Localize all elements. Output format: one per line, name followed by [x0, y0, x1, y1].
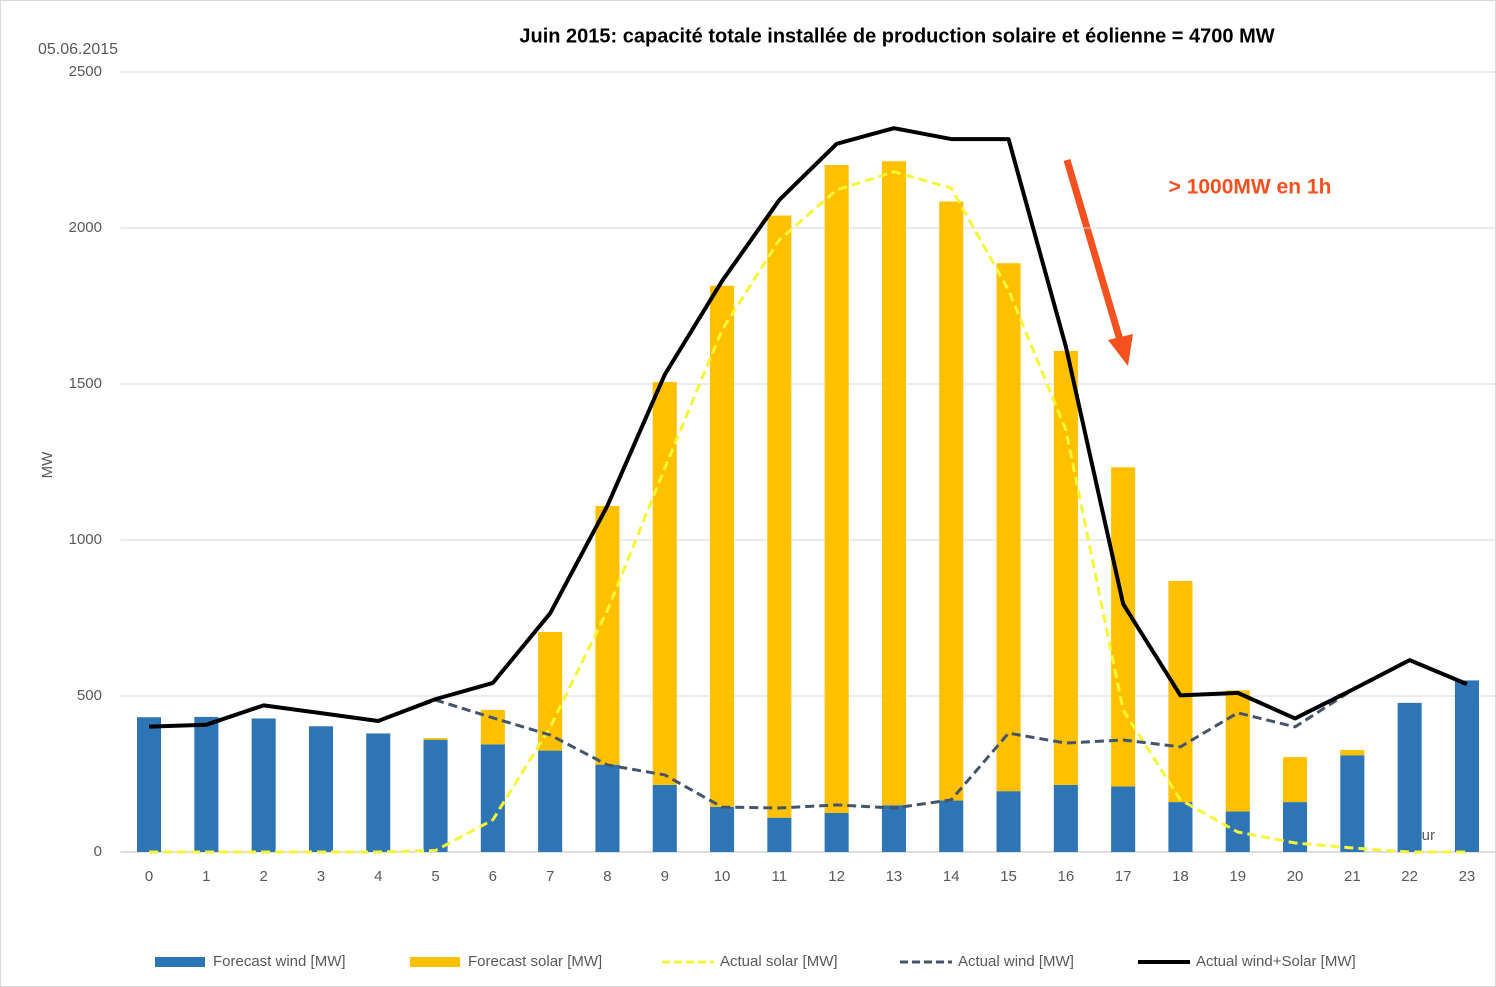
bar: [1053, 350, 1078, 785]
bar: [423, 739, 448, 852]
x-tick-label: 19: [1229, 868, 1246, 885]
x-tick-label: 21: [1344, 868, 1361, 885]
bar: [1168, 580, 1193, 803]
bar: [652, 382, 677, 785]
y-tick-label: 500: [77, 687, 102, 704]
bar: [1397, 702, 1422, 852]
bar: [1111, 786, 1136, 852]
legend-label: Actual solar [MW]: [720, 953, 838, 970]
annotation: > 1000MW en 1h: [1169, 176, 1332, 199]
bar: [1168, 802, 1193, 852]
bar: [710, 806, 735, 852]
chart-title: Juin 2015: capacité totale installée de …: [519, 25, 1274, 47]
bar: [538, 750, 563, 852]
x-tick-label: 22: [1401, 868, 1418, 885]
x-tick-label: 12: [828, 868, 845, 885]
bar: [824, 164, 849, 813]
annotation-arrow: [1063, 159, 1124, 341]
bar: [595, 764, 620, 852]
x-tick-label: 16: [1058, 868, 1075, 885]
x-tick-label: 2: [259, 868, 267, 885]
line: [149, 658, 1468, 810]
bar: [538, 632, 563, 751]
date-label: 05.06.2015: [38, 41, 118, 58]
bar: [996, 263, 1021, 792]
bar: [595, 505, 620, 765]
x-tick-label: 18: [1172, 868, 1189, 885]
bar: [251, 718, 276, 852]
x-tick-label: 7: [546, 868, 554, 885]
y-tick-label: 1000: [69, 531, 102, 548]
x-tick-label: 6: [489, 868, 497, 885]
bar: [366, 733, 391, 852]
bar: [767, 215, 792, 818]
bar: [1340, 755, 1365, 852]
x-tick-label: 17: [1115, 868, 1132, 885]
x-tick-label: 13: [886, 868, 903, 885]
bar: [939, 800, 964, 852]
y-tick-label: 0: [94, 843, 102, 860]
bar: [1225, 690, 1250, 812]
bar: [137, 717, 162, 852]
x-tick-label: 9: [661, 868, 669, 885]
y-tick-label: 2000: [69, 219, 102, 236]
x-tick-label: 20: [1287, 868, 1304, 885]
bar: [1340, 749, 1365, 756]
bar: [423, 738, 448, 740]
y-axis-label: MW: [39, 451, 56, 478]
bar: [881, 805, 906, 852]
legend-label: Forecast wind [MW]: [213, 953, 346, 970]
bar: [1283, 757, 1308, 803]
line: [148, 126, 1468, 729]
bar: [194, 716, 219, 852]
bar: [710, 285, 735, 807]
legend-swatch: [155, 957, 205, 967]
legend-label: Actual wind+Solar [MW]: [1196, 953, 1356, 970]
bar: [1053, 784, 1078, 852]
annotation-arrowhead: [1108, 334, 1133, 366]
legend-label: Actual wind [MW]: [958, 953, 1074, 970]
bar: [1454, 680, 1479, 852]
line: [149, 170, 1467, 854]
bar: [480, 744, 505, 852]
x-tick-label: 5: [431, 868, 439, 885]
bar: [996, 791, 1021, 852]
x-tick-label: 1: [202, 868, 210, 885]
legend-label: Forecast solar [MW]: [468, 953, 602, 970]
y-tick-label: 1500: [69, 375, 102, 392]
bar: [939, 201, 964, 801]
x-tick-label: 11: [772, 868, 788, 885]
x-tick-label: 10: [714, 868, 731, 885]
bar: [480, 710, 505, 745]
bar: [308, 726, 333, 852]
bar: [1111, 467, 1136, 787]
x-tick-label: 0: [145, 868, 153, 885]
legend-swatch: [410, 957, 460, 967]
bar: [824, 813, 849, 852]
y-tick-label: 2500: [69, 63, 102, 80]
bar: [881, 161, 906, 806]
bar: [767, 817, 792, 852]
x-tick-label: 15: [1000, 868, 1017, 885]
x-tick-label: 3: [317, 868, 325, 885]
x-tick-label: 23: [1459, 868, 1476, 885]
x-tick-label: 8: [603, 868, 611, 885]
x-tick-label: 4: [374, 868, 382, 885]
x-tick-label: 14: [943, 868, 960, 885]
bar: [652, 784, 677, 852]
